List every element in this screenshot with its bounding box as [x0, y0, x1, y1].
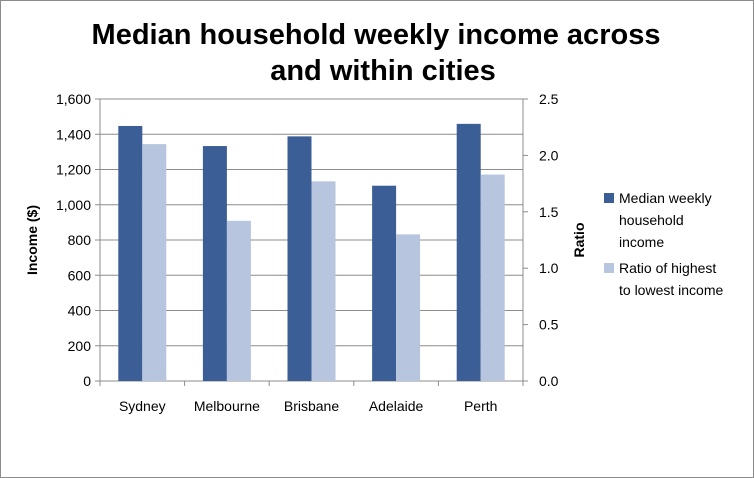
y-right-axis-label: Ratio: [571, 223, 587, 258]
x-tick-label: Melbourne: [194, 398, 260, 414]
bar-income-perth: [456, 123, 481, 381]
legend-label-income: household: [619, 212, 684, 228]
y-left-tick-label: 600: [68, 267, 92, 283]
bar-ratio-adelaide: [396, 234, 421, 381]
y-left-axis-label: Income ($): [24, 205, 40, 275]
y-right-tick-label: 1.0: [539, 260, 559, 276]
bar-income-adelaide: [372, 185, 397, 381]
legend-swatch-ratio: [604, 263, 614, 273]
x-tick-label: Sydney: [119, 398, 166, 414]
bar-income-sydney: [118, 125, 143, 381]
bar-ratio-sydney: [142, 144, 167, 381]
y-left-tick-label: 1,200: [56, 162, 91, 178]
legend-label-ratio: Ratio of highest: [619, 260, 716, 276]
x-tick-label: Perth: [464, 398, 497, 414]
y-right-tick-label: 1.5: [539, 204, 559, 220]
legend-label-ratio: to lowest income: [619, 282, 723, 298]
legend-label-income: income: [619, 234, 664, 250]
y-left-tick-label: 200: [68, 338, 92, 354]
bar-income-brisbane: [287, 136, 312, 381]
y-left-tick-label: 1,600: [56, 91, 91, 107]
chart-title-line-1: Median household weekly income across: [91, 19, 661, 51]
y-right-tick-label: 0.0: [539, 373, 559, 389]
y-right-tick-label: 2.0: [539, 147, 559, 163]
x-tick-label: Brisbane: [284, 398, 339, 414]
y-left-tick-label: 1,000: [56, 197, 91, 213]
y-left-tick-label: 800: [68, 232, 92, 248]
y-left-tick-label: 0: [83, 373, 91, 389]
y-left-tick-label: 1,400: [56, 126, 91, 142]
y-right-tick-label: 0.5: [539, 317, 559, 333]
bar-ratio-brisbane: [311, 181, 336, 381]
bar-ratio-perth: [480, 174, 505, 381]
bar-income-melbourne: [202, 146, 227, 381]
y-right-tick-label: 2.5: [539, 91, 559, 107]
legend-label-income: Median weekly: [619, 190, 712, 206]
y-left-tick-label: 400: [68, 303, 92, 319]
x-tick-label: Adelaide: [369, 398, 424, 414]
chart-title: Median household weekly income across an…: [61, 17, 691, 89]
bar-ratio-melbourne: [226, 220, 251, 381]
legend-swatch-income: [604, 193, 614, 203]
chart-title-line-2: and within cities: [270, 55, 496, 87]
